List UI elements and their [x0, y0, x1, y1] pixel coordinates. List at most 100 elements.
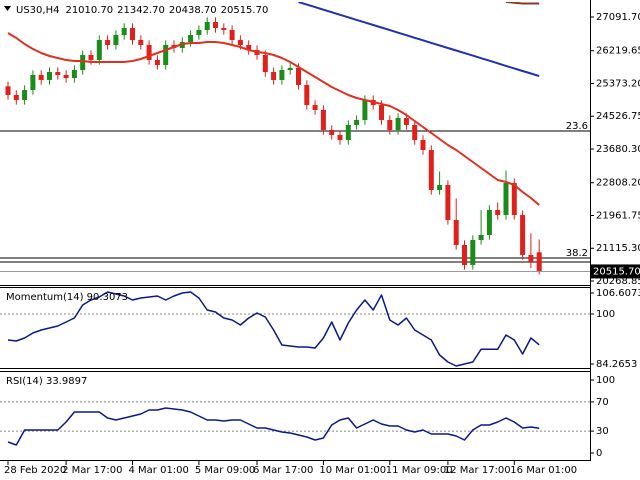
candle-body [379, 104, 384, 120]
candle-body [296, 67, 301, 85]
candle-body [304, 84, 310, 105]
candle-body [13, 94, 19, 100]
y-tick-label: 25373.20 [596, 78, 640, 89]
candle-body [113, 34, 119, 46]
candle-body [470, 239, 476, 265]
candle-body [536, 252, 542, 272]
candle-body [362, 99, 368, 120]
indicator-title: RSI(14) 33.9897 [6, 376, 87, 387]
current-price-label: 20515.70 [593, 266, 640, 277]
panel [0, 401, 590, 446]
candle-body [437, 184, 443, 190]
candle-body [5, 86, 11, 95]
indicator-line [298, 2, 540, 78]
y-tick-label: 106.6073 [596, 288, 640, 299]
y-tick-label: 26219.65 [596, 46, 640, 57]
candle-body [428, 149, 434, 190]
symbol-arrow-icon [4, 6, 11, 11]
indicator-line [7, 32, 540, 206]
candle-body [528, 254, 534, 262]
candle-body [520, 214, 526, 255]
candle-body [453, 219, 459, 245]
indicator-line [7, 291, 540, 367]
candle-body [146, 45, 152, 60]
y-tick-label: 30 [596, 426, 609, 437]
x-tick-label: 11 Mar 09:00 [386, 465, 453, 476]
y-tick-label: 84.2653 [596, 359, 637, 370]
candle-body [478, 234, 484, 240]
candle-body [22, 90, 28, 100]
y-tick-label: 21961.75 [596, 210, 640, 221]
candle-body [511, 182, 517, 215]
x-tick-label: 6 Mar 17:00 [253, 465, 313, 476]
candle-body [30, 74, 36, 91]
x-tick-label: 12 Mar 17:00 [444, 465, 511, 476]
panel [0, 291, 590, 367]
y-tick-label: 27091.70 [596, 12, 640, 23]
candle-body [403, 117, 409, 125]
indicator-line [505, 2, 540, 5]
candle-body [420, 139, 426, 150]
candle-body [337, 134, 343, 140]
level-label: 38.2 [566, 248, 588, 259]
y-tick-label: 21115.30 [596, 243, 640, 254]
candle-body [271, 72, 277, 80]
candle-body [196, 29, 202, 35]
close-label: 20515.70 [221, 5, 269, 16]
candle-body [387, 119, 393, 130]
candle-body [55, 72, 61, 75]
current-price-box [590, 264, 640, 279]
indicator-line [7, 407, 540, 446]
candle-body [412, 124, 418, 140]
candle-body [445, 184, 451, 220]
y-tick-label: 70 [596, 397, 609, 408]
candle-body [495, 209, 501, 215]
x-tick-label: 4 Mar 01:00 [129, 465, 189, 476]
high-label: 21342.70 [117, 5, 165, 16]
candle-body [221, 28, 227, 30]
candle-body [80, 54, 86, 70]
candle-body [130, 28, 135, 41]
y-tick-label: 0 [596, 448, 602, 459]
candle-body [88, 54, 94, 60]
x-tick-label: 5 Mar 09:00 [195, 465, 255, 476]
candle-body [503, 182, 509, 215]
y-tick-label: 100 [596, 375, 615, 386]
candle-body [462, 244, 467, 265]
y-tick-label: 20268.85 [596, 276, 640, 287]
candle-body [395, 117, 401, 130]
candle-body [237, 40, 243, 46]
y-tick-label: 100 [596, 309, 615, 320]
symbol: US30,H4 [16, 5, 59, 16]
x-tick-label: 16 Mar 01:00 [510, 465, 577, 476]
y-tick-label: 22808.20 [596, 178, 640, 189]
candle-body [287, 67, 293, 70]
candle-body [279, 69, 285, 80]
candle-body [47, 72, 52, 80]
open-label: 21010.70 [65, 5, 113, 16]
candle-body [246, 45, 252, 50]
candle-body [38, 74, 44, 80]
candle-body [63, 74, 69, 79]
candle-body [96, 40, 102, 60]
candle-body [354, 119, 360, 125]
y-tick-label: 24526.75 [596, 111, 640, 122]
candle-body [121, 28, 127, 35]
panel [0, 2, 590, 275]
candle-body [486, 209, 492, 235]
indicator-title: Momentum(14) 90.3073 [6, 292, 128, 303]
candle-body [345, 124, 351, 140]
candle-body [213, 21, 218, 29]
x-tick-label: 2 Mar 17:00 [62, 465, 122, 476]
candle-body [229, 29, 235, 41]
candle-body [329, 129, 335, 135]
y-tick-label: 23680.30 [596, 144, 640, 155]
candle-body [312, 104, 318, 110]
candle-body [188, 34, 194, 42]
x-tick-label: 28 Feb 2020 [4, 465, 66, 476]
candle-body [154, 59, 160, 66]
candle-body [163, 45, 169, 66]
level-label: 23.6 [566, 121, 588, 132]
